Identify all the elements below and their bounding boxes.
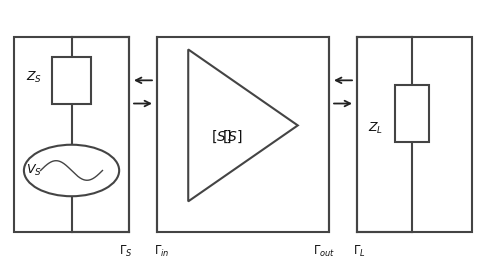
Text: $\Gamma_{out}$: $\Gamma_{out}$ (313, 244, 335, 259)
Text: $V_S$: $V_S$ (26, 163, 42, 178)
Text: $\Gamma_S$: $\Gamma_S$ (120, 244, 133, 259)
Text: $\Gamma_L$: $\Gamma_L$ (353, 244, 366, 259)
Circle shape (24, 145, 119, 196)
Bar (15, 36, 129, 232)
Text: $Z_S$: $Z_S$ (26, 70, 42, 85)
Bar (396, 85, 429, 142)
Bar (157, 36, 329, 232)
Text: $[S]$: $[S]$ (211, 129, 232, 145)
Text: $Z_L$: $Z_L$ (368, 121, 383, 136)
Polygon shape (188, 49, 298, 201)
Text: $\Gamma_{in}$: $\Gamma_{in}$ (154, 244, 170, 259)
Bar (52, 57, 90, 104)
Bar (357, 36, 471, 232)
Text: $[S]$: $[S]$ (222, 129, 242, 145)
